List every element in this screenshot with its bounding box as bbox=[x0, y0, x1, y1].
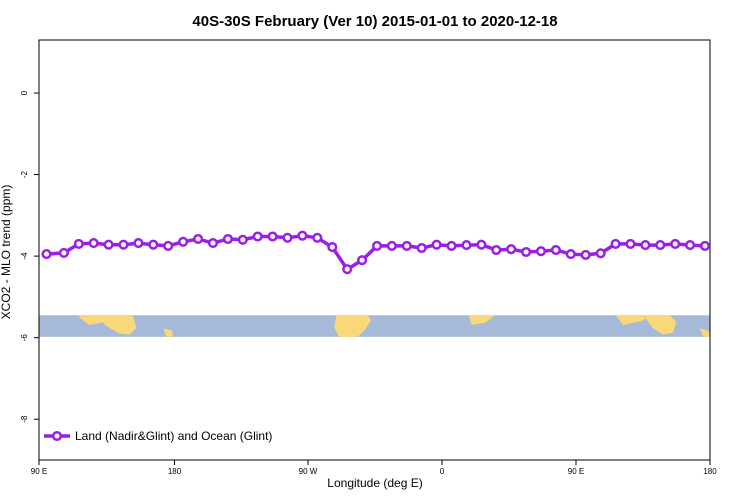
series-layer bbox=[41, 230, 711, 275]
x-tick-label: 180 bbox=[703, 467, 717, 476]
data-point bbox=[88, 238, 99, 249]
data-point bbox=[103, 239, 114, 250]
australia-west-land-2 bbox=[616, 315, 650, 325]
data-point bbox=[73, 238, 84, 249]
data-point bbox=[431, 239, 442, 250]
data-point bbox=[118, 239, 129, 250]
data-point bbox=[685, 240, 696, 251]
legend-label: Land (Nadir&Glint) and Ocean (Glint) bbox=[75, 429, 272, 443]
data-point bbox=[193, 233, 204, 245]
tasmania-land bbox=[163, 328, 174, 337]
australia-south-land-2 bbox=[642, 315, 677, 335]
x-tick-label: 90 E bbox=[568, 467, 584, 476]
data-point bbox=[640, 240, 651, 251]
data-point bbox=[446, 240, 457, 251]
data-point bbox=[207, 238, 219, 249]
data-point bbox=[178, 236, 189, 247]
legend-swatch-marker bbox=[51, 430, 63, 442]
data-point bbox=[252, 231, 263, 242]
data-point bbox=[386, 240, 397, 251]
data-point bbox=[222, 233, 233, 245]
data-point bbox=[655, 240, 666, 251]
data-point bbox=[565, 249, 576, 260]
data-point bbox=[357, 255, 368, 266]
y-tick-label: 0 bbox=[20, 90, 29, 95]
data-point bbox=[461, 240, 472, 251]
data-point bbox=[699, 240, 711, 251]
legend: Land (Nadir&Glint) and Ocean (Glint) bbox=[44, 429, 272, 443]
plot-frame bbox=[38, 39, 711, 461]
data-point bbox=[610, 238, 621, 249]
data-point bbox=[237, 234, 248, 245]
y-tick-label: -2 bbox=[20, 170, 29, 178]
data-point bbox=[342, 264, 353, 275]
australia-south-land bbox=[96, 315, 137, 335]
south-africa-land bbox=[468, 315, 496, 325]
data-point bbox=[625, 238, 636, 249]
data-point bbox=[148, 239, 159, 250]
data-point bbox=[282, 232, 293, 243]
data-point bbox=[371, 240, 383, 251]
y-axis-label: XCO2 - MLO trend (ppm) bbox=[0, 185, 13, 320]
south-america-land bbox=[334, 315, 372, 337]
data-point bbox=[133, 238, 144, 249]
x-tick-label: 180 bbox=[168, 467, 182, 476]
data-point bbox=[327, 242, 338, 253]
chart-title: 40S-30S February (Ver 10) 2015-01-01 to … bbox=[192, 13, 557, 30]
axis-ticks: 90 E 180 90 W 0 90 E 180 0 -2 -4 -6 -8 bbox=[20, 90, 717, 476]
map-strip bbox=[39, 315, 710, 337]
y-tick-label: -8 bbox=[20, 415, 29, 423]
data-point bbox=[297, 230, 308, 241]
x-tick-label: 0 bbox=[440, 467, 445, 476]
data-point bbox=[506, 244, 517, 255]
series-line bbox=[46, 233, 706, 271]
data-point bbox=[521, 246, 532, 258]
data-point bbox=[416, 242, 427, 254]
tasmania-land-2 bbox=[699, 328, 710, 337]
x-tick-label: 90 W bbox=[299, 467, 318, 476]
data-point bbox=[163, 240, 174, 251]
data-point bbox=[595, 248, 606, 259]
x-tick-label: 90 E bbox=[31, 467, 47, 476]
ocean-band bbox=[39, 315, 710, 337]
data-point bbox=[535, 246, 547, 257]
y-tick-label: -6 bbox=[20, 334, 29, 342]
data-point bbox=[476, 239, 487, 250]
data-point bbox=[41, 249, 52, 260]
data-point bbox=[580, 249, 591, 260]
y-tick-label: -4 bbox=[20, 252, 29, 260]
data-point bbox=[550, 244, 561, 256]
data-point bbox=[267, 231, 278, 242]
x-axis-label: Longitude (deg E) bbox=[327, 476, 422, 490]
data-point bbox=[312, 232, 323, 243]
data-point bbox=[401, 240, 412, 251]
data-point bbox=[670, 238, 681, 249]
data-point bbox=[491, 244, 502, 256]
data-point bbox=[58, 247, 69, 258]
